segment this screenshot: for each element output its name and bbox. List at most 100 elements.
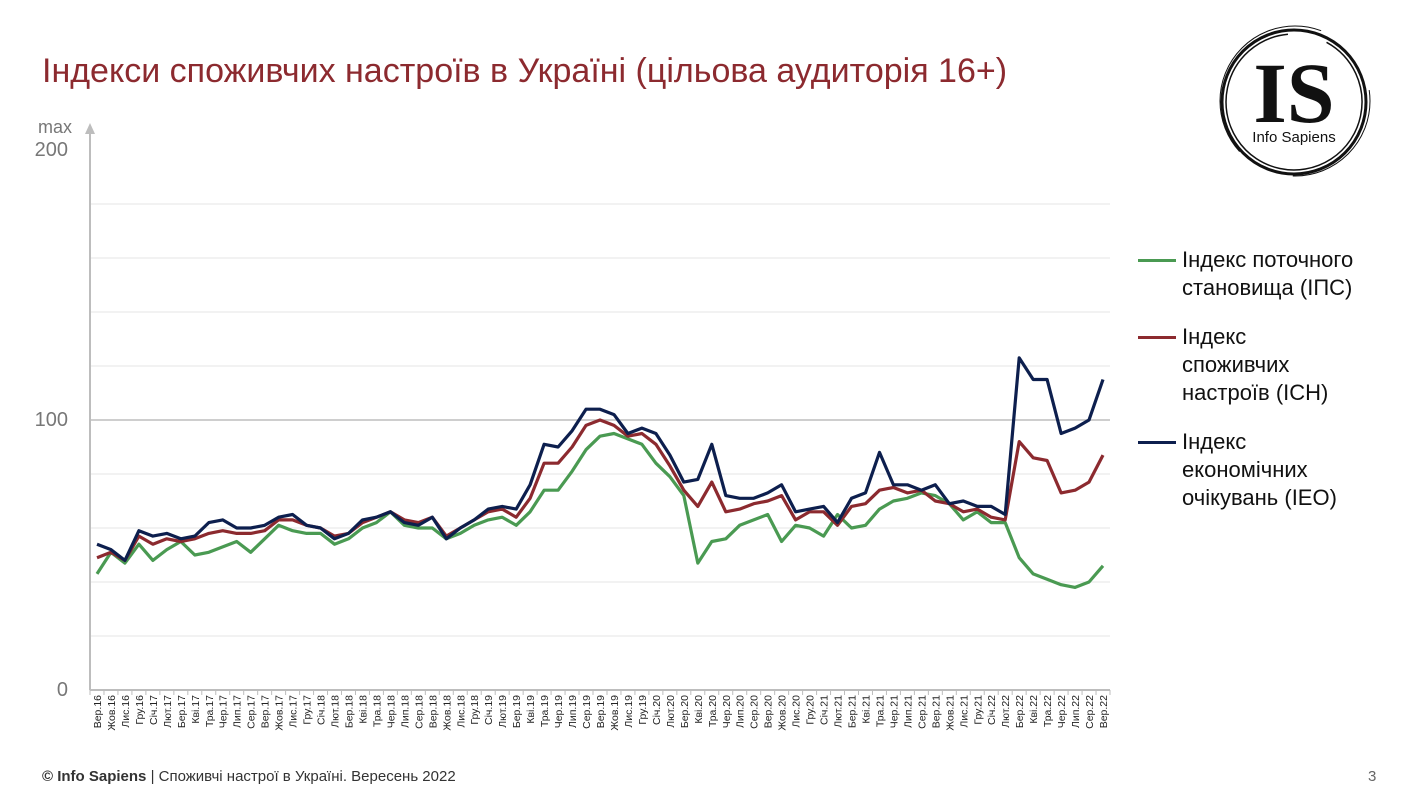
y-tick-label: 0 [57,679,68,701]
x-tick-label: Тра.17 [204,695,216,727]
x-tick-label: Чер.20 [721,695,733,728]
y-max-label: max [38,117,72,137]
x-tick-label: Лют.17 [162,695,174,728]
x-tick-label: Сер.19 [581,695,593,729]
x-tick-label: Вер.19 [595,695,607,728]
series-line-2 [96,356,1105,562]
x-tick-label: Тра.18 [371,695,383,727]
x-tick-label: Тра.22 [1042,695,1054,727]
x-tick-label: Лис.17 [288,695,300,728]
logo-letters: IS [1253,45,1334,141]
legend: Індекс поточного становища (ІПС) Індекс спо… [1138,246,1408,533]
x-tick-label: Вер.21 [930,695,942,728]
x-tick-label: Гру.19 [637,695,649,725]
x-tick-label: Бер.19 [511,695,523,728]
x-tick-label: Чер.21 [888,695,900,728]
x-tick-label: Бер.22 [1014,695,1026,728]
x-tick-label: Лис.18 [455,695,467,728]
footer-text: | Споживчі настрої в Україні. Вересень 2… [146,768,456,785]
x-tick-label: Лип.22 [1070,695,1082,728]
legend-label: настроїв (ІСН) [1182,380,1329,405]
x-tick-label: Лют.21 [833,695,845,728]
x-tick-label: Кві.19 [525,695,537,724]
x-tick-label: Лис.16 [120,695,132,728]
legend-swatch [1138,259,1176,262]
x-tick-label: Сер.17 [246,695,258,729]
x-tick-label: Січ.22 [986,695,998,725]
x-tick-label: Жов.18 [441,695,453,731]
x-tick-label: Кві.21 [860,695,872,724]
x-tick-label: Лип.18 [399,695,411,728]
series-line-1 [96,418,1105,562]
x-tick-label: Сер.22 [1084,695,1096,729]
x-tick-label: Кві.20 [693,695,705,724]
x-tick-label: Лют.22 [1000,695,1012,728]
legend-item-1: Індекс споживчих настроїв (ІСН) [1138,323,1408,407]
x-tick-label: Жов.16 [106,695,118,731]
legend-swatch [1138,441,1176,444]
footer-brand: © Info Sapiens [42,768,147,785]
x-tick-label: Лис.19 [623,695,635,728]
x-tick-label: Кві.17 [190,695,202,724]
x-tick-label: Бер.18 [343,695,355,728]
axes [85,123,1111,695]
x-tick-label: Гру.17 [302,695,314,725]
x-tick-label: Гру.18 [469,695,481,725]
x-tick-label: Вер.18 [427,695,439,728]
x-tick-label: Чер.19 [553,695,565,728]
x-tick-label: Бер.20 [679,695,691,728]
x-tick-label: Лис.20 [791,695,803,728]
y-tick-label: 100 [35,409,68,431]
x-tick-label: Лип.17 [232,695,244,728]
x-tick-label: Жов.17 [274,695,286,731]
x-tick-label: Чер.18 [385,695,397,728]
x-tick-label: Вер.17 [260,695,272,728]
x-tick-label: Жов.21 [944,695,956,731]
x-tick-label: Гру.20 [805,695,817,725]
x-tick-label: Жов.20 [777,695,789,731]
x-tick-label: Чер.22 [1056,695,1068,728]
x-tick-label: Лип.20 [735,695,747,728]
page-number: 3 [1368,768,1377,785]
x-tick-label: Вер.22 [1098,695,1110,728]
x-tick-label: Бер.17 [176,695,188,728]
x-tick-label: Вер.16 [92,695,104,728]
x-tick-label: Сер.20 [749,695,761,729]
x-tick-label: Лют.20 [665,695,677,728]
legend-label: Індекс поточного [1182,247,1354,272]
legend-item-2: Індекс економічних очікувань (ІЕО) [1138,428,1408,512]
info-sapiens-logo: IS Info Sapiens [1214,22,1374,182]
grid-lines [90,203,1110,637]
x-tick-label: Січ.20 [651,695,663,725]
x-tick-label: Лис.21 [958,695,970,728]
x-tick-label: Гру.16 [134,695,146,725]
x-tick-label: Тра.21 [874,695,886,727]
legend-label: економічних [1182,457,1308,482]
x-tick-label: Січ.18 [316,695,328,725]
x-tick-label: Вер.20 [763,695,775,728]
x-tick-label: Сер.18 [413,695,425,729]
x-tick-label: Тра.20 [707,695,719,727]
legend-label: очікувань (ІЕО) [1182,485,1337,510]
x-tick-label: Лют.19 [497,695,509,728]
series-lines [95,356,1105,589]
legend-label: становища (ІПС) [1182,275,1353,300]
x-axis-labels: Вер.16 Жов.16 Лис.16 Гру.16 Січ.17 Лют.17 Бер.… [92,695,1110,731]
x-tick-label: Лип.19 [567,695,579,728]
x-tick-label: Січ.17 [148,695,160,725]
x-tick-label: Бер.21 [847,695,859,728]
x-tick-label: Лют.18 [330,695,342,728]
x-tick-label: Лип.21 [902,695,914,728]
logo-caption: Info Sapiens [1252,129,1335,146]
x-tick-label: Чер.17 [218,695,230,728]
legend-label: Індекс [1182,324,1247,349]
chart-title: Індекси споживчих настроїв в Україні (ці… [42,52,1008,90]
x-tick-label: Кві.22 [1028,695,1040,724]
legend-label: Індекс [1182,429,1247,454]
series-line-0 [95,431,1105,589]
legend-swatch [1138,336,1176,339]
y-axis-arrow-icon [85,123,95,134]
legend-item-0: Індекс поточного становища (ІПС) [1138,246,1408,302]
logo-ring-icon: IS Info Sapiens [1219,25,1371,177]
